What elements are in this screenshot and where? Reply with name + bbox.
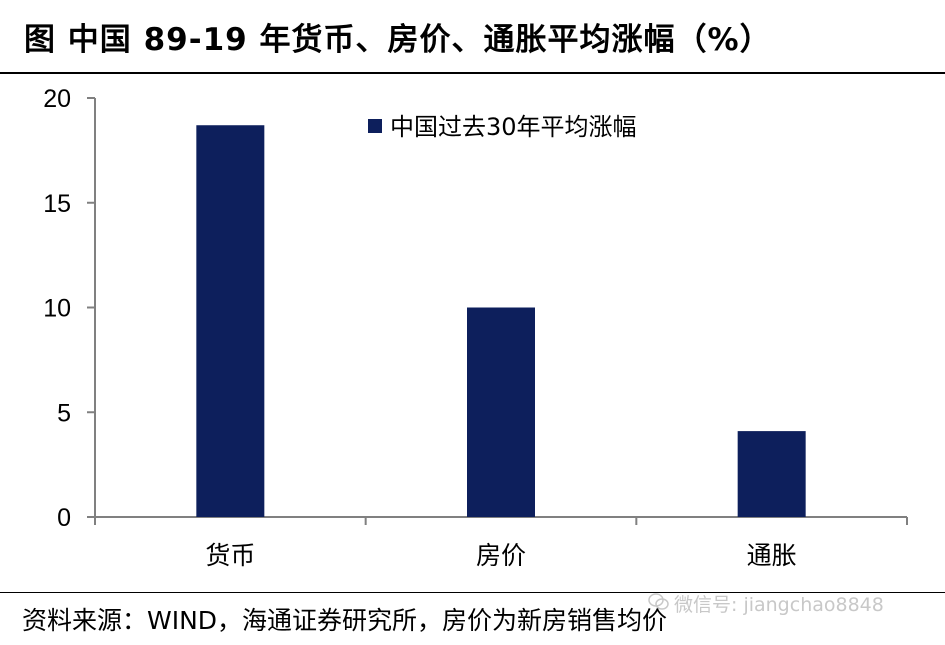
- bar-3: [737, 431, 806, 517]
- y-tick-label: 10: [43, 295, 71, 323]
- bar-chart: 0 5 10 15 20 货币 房价 通胀 中国过去30年平均涨幅: [43, 85, 908, 570]
- chart-title: 图 中国 89-19 年货币、房价、通胀平均涨幅（%）: [24, 22, 772, 58]
- x-category-label: 房价: [476, 541, 526, 570]
- source-note: 资料来源：WIND，海通证券研究所，房价为新房销售均价: [22, 606, 668, 635]
- y-tick-label: 5: [57, 399, 71, 427]
- wechat-icon: [648, 593, 670, 616]
- watermark: 微信号: jiangchao8848: [648, 590, 884, 617]
- y-tick-label: 0: [57, 504, 71, 532]
- bar-2: [467, 307, 535, 517]
- title-bar: 图 中国 89-19 年货币、房价、通胀平均涨幅（%）: [0, 0, 945, 76]
- legend-label: 中国过去30年平均涨幅: [390, 113, 637, 141]
- legend-swatch: [368, 119, 382, 133]
- title-divider: [0, 72, 945, 74]
- x-category-label: 货币: [205, 541, 255, 570]
- bar-1: [196, 125, 265, 518]
- watermark-text: 微信号: jiangchao8848: [674, 594, 884, 616]
- y-tick-label: 15: [43, 190, 71, 218]
- y-tick-label: 20: [43, 85, 71, 113]
- x-category-label: 通胀: [747, 541, 797, 570]
- source-divider: [0, 592, 945, 593]
